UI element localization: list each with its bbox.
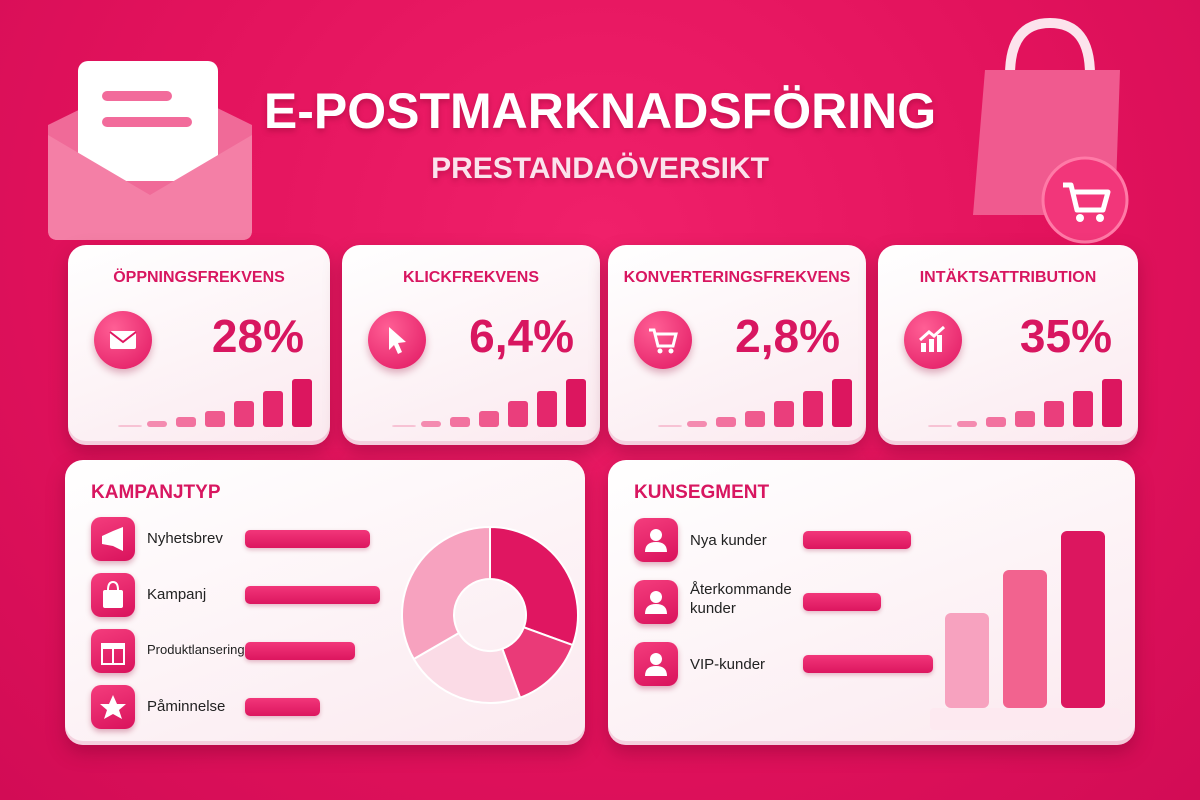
donut-segment bbox=[412, 631, 522, 704]
row-label: Påminnelse bbox=[147, 698, 226, 715]
page-title: E-POSTMARKNADSFÖRING bbox=[263, 83, 937, 139]
row-icon bbox=[91, 629, 135, 673]
kpi-icon bbox=[634, 311, 692, 369]
donut-chart bbox=[401, 525, 579, 704]
row-label: Nyhetsbrev bbox=[147, 530, 223, 547]
bar bbox=[803, 655, 933, 673]
icon bbox=[100, 695, 126, 719]
bar bbox=[245, 642, 355, 660]
icon bbox=[101, 643, 125, 665]
bar bbox=[803, 531, 911, 549]
row-label: Kampanj bbox=[147, 586, 207, 603]
icon bbox=[649, 328, 678, 354]
kpi-icon bbox=[368, 311, 426, 369]
row-label: Produktlansering bbox=[147, 642, 245, 657]
kpi-label: KONVERTERINGSFREKVENS bbox=[623, 269, 851, 286]
segment-bar-chart bbox=[930, 531, 1120, 730]
sparkline bbox=[392, 379, 586, 427]
kpi-label: ÖPPNINGSFREKVENS bbox=[113, 269, 285, 286]
kpi-card: KONVERTERINGSFREKVENS 2,8% bbox=[608, 245, 866, 445]
row-icon bbox=[91, 517, 135, 561]
shopping-bag-icon bbox=[973, 17, 1129, 244]
bar bbox=[245, 530, 370, 548]
sparkline bbox=[118, 379, 312, 427]
page-subtitle: PRESTANDAÖVERSIKT bbox=[431, 152, 769, 185]
icon bbox=[919, 325, 946, 352]
donut-segment bbox=[489, 525, 579, 647]
icon bbox=[645, 529, 667, 552]
icon bbox=[645, 591, 667, 614]
row-icon bbox=[634, 580, 678, 624]
row-icon bbox=[634, 642, 678, 686]
sparkline bbox=[928, 379, 1122, 427]
kpi-value: 35% bbox=[1019, 310, 1112, 362]
row-label: Återkommande kunder bbox=[690, 581, 792, 617]
row-label: VIP-kunder bbox=[690, 656, 766, 673]
kpi-label: KLICKFREKVENS bbox=[402, 269, 539, 286]
bar bbox=[245, 586, 380, 604]
campaign-panel: KAMPANJTYP Nyhetsbrev Kampanj Produktlanse… bbox=[65, 460, 585, 745]
row-label: Nya kunder bbox=[690, 532, 767, 549]
kpi-icon bbox=[94, 311, 152, 369]
segment-panel: KUNSEGMENT Nya kunder Återkommande kunder… bbox=[608, 460, 1135, 745]
icon bbox=[109, 331, 137, 349]
kpi-icon bbox=[904, 311, 962, 369]
row-icon bbox=[91, 685, 135, 729]
donut-segment bbox=[401, 525, 491, 661]
kpi-card: KLICKFREKVENS 6,4% bbox=[342, 245, 600, 445]
kpi-label: INTÄKTSATTRIBUTION bbox=[919, 269, 1097, 286]
panel-title: KUNSEGMENT bbox=[634, 482, 770, 503]
sparkline bbox=[658, 379, 852, 427]
row-icon bbox=[634, 518, 678, 562]
icon bbox=[103, 580, 123, 608]
row-icon bbox=[91, 573, 135, 617]
icon bbox=[389, 327, 406, 354]
icon bbox=[645, 653, 667, 676]
bar bbox=[245, 698, 320, 716]
kpi-value: 28% bbox=[211, 310, 304, 362]
envelope-icon bbox=[48, 61, 252, 240]
panel-title: KAMPANJTYP bbox=[91, 482, 221, 503]
icon bbox=[102, 527, 123, 551]
kpi-card: ÖPPNINGSFREKVENS 28% bbox=[68, 245, 330, 445]
kpi-value: 2,8% bbox=[735, 310, 840, 362]
kpi-value: 6,4% bbox=[469, 310, 574, 362]
bar bbox=[803, 593, 881, 611]
kpi-card: INTÄKTSATTRIBUTION 35% bbox=[878, 245, 1138, 445]
